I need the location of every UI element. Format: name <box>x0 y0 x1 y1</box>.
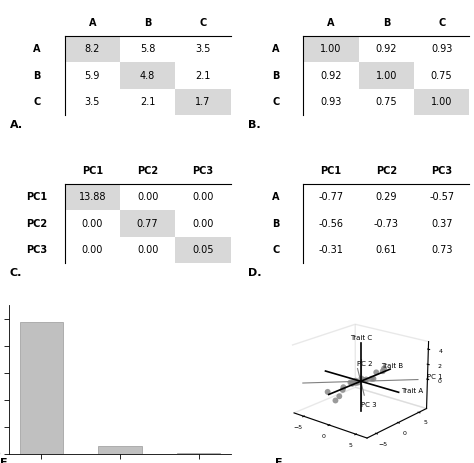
Text: -0.31: -0.31 <box>319 245 344 255</box>
Text: PC2: PC2 <box>137 166 158 175</box>
Text: 0.37: 0.37 <box>431 219 452 229</box>
Text: 0.92: 0.92 <box>375 44 397 54</box>
Text: B: B <box>272 70 280 81</box>
Text: 1.7: 1.7 <box>195 97 210 107</box>
Text: 0.00: 0.00 <box>82 245 103 255</box>
Text: 5.9: 5.9 <box>85 70 100 81</box>
Text: C: C <box>272 97 280 107</box>
Text: PC1: PC1 <box>320 166 342 175</box>
Text: 0.75: 0.75 <box>375 97 397 107</box>
Bar <box>98 446 142 454</box>
Text: F.: F. <box>275 458 285 463</box>
Text: 0.00: 0.00 <box>192 219 214 229</box>
Text: 1.00: 1.00 <box>376 70 397 81</box>
Text: 3.5: 3.5 <box>195 44 210 54</box>
Text: A: A <box>89 18 96 27</box>
Bar <box>19 322 63 454</box>
Text: C: C <box>199 18 207 27</box>
Text: A: A <box>328 18 335 27</box>
Text: C.: C. <box>9 268 22 278</box>
Text: 0.75: 0.75 <box>431 70 453 81</box>
Text: 0.00: 0.00 <box>137 245 158 255</box>
Text: PC3: PC3 <box>192 166 213 175</box>
Text: 0.93: 0.93 <box>320 97 342 107</box>
Text: 0.73: 0.73 <box>431 245 452 255</box>
Text: B.: B. <box>248 120 261 130</box>
Text: 0.92: 0.92 <box>320 70 342 81</box>
Text: A: A <box>272 192 280 202</box>
Text: 1.00: 1.00 <box>431 97 452 107</box>
Text: E.: E. <box>0 458 12 463</box>
Text: -0.56: -0.56 <box>319 219 344 229</box>
Text: 13.88: 13.88 <box>79 192 106 202</box>
Text: PC2: PC2 <box>27 219 48 229</box>
Text: 0.00: 0.00 <box>82 219 103 229</box>
Text: PC3: PC3 <box>431 166 452 175</box>
Text: 0.29: 0.29 <box>375 192 397 202</box>
Text: PC2: PC2 <box>376 166 397 175</box>
Text: -0.73: -0.73 <box>374 219 399 229</box>
Text: 0.00: 0.00 <box>137 192 158 202</box>
Text: B: B <box>144 18 151 27</box>
Text: A: A <box>272 44 280 54</box>
Text: PC1: PC1 <box>27 192 48 202</box>
Text: PC3: PC3 <box>27 245 48 255</box>
Text: C: C <box>34 97 41 107</box>
Text: 3.5: 3.5 <box>85 97 100 107</box>
Text: 0.93: 0.93 <box>431 44 452 54</box>
Text: 2.1: 2.1 <box>140 97 155 107</box>
Text: -0.77: -0.77 <box>319 192 344 202</box>
Text: -0.57: -0.57 <box>429 192 454 202</box>
Bar <box>177 453 220 454</box>
Text: 1.00: 1.00 <box>320 44 342 54</box>
Text: 0.05: 0.05 <box>192 245 214 255</box>
Text: B: B <box>383 18 390 27</box>
Text: B: B <box>34 70 41 81</box>
Text: 0.77: 0.77 <box>137 219 158 229</box>
Text: C: C <box>272 245 280 255</box>
Text: B: B <box>272 219 280 229</box>
Text: C: C <box>438 18 445 27</box>
Text: D.: D. <box>248 268 262 278</box>
Text: PC1: PC1 <box>82 166 103 175</box>
Text: 8.2: 8.2 <box>85 44 100 54</box>
Text: 4.8: 4.8 <box>140 70 155 81</box>
Text: 0.00: 0.00 <box>192 192 214 202</box>
Text: 2.1: 2.1 <box>195 70 210 81</box>
Text: A.: A. <box>9 120 23 130</box>
Text: A: A <box>33 44 41 54</box>
Text: 5.8: 5.8 <box>140 44 155 54</box>
Text: 0.61: 0.61 <box>376 245 397 255</box>
